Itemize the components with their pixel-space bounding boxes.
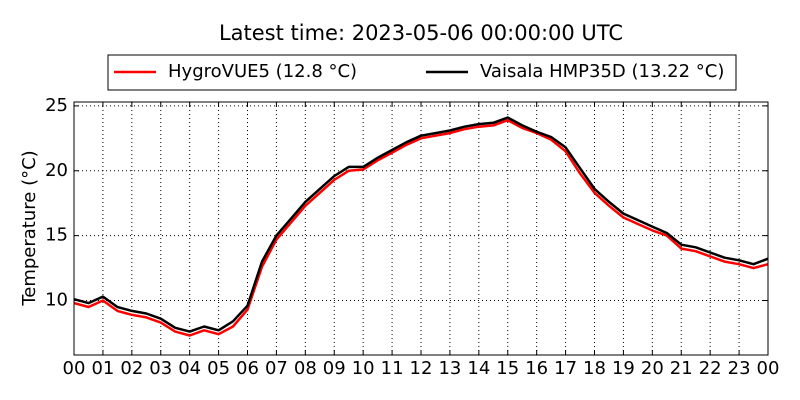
x-tick-label: 04 <box>178 358 201 379</box>
y-tick-label: 20 <box>45 160 68 181</box>
x-tick-label: 02 <box>120 358 143 379</box>
plot-frame <box>73 101 769 356</box>
x-tick-label: 21 <box>670 358 693 379</box>
y-tick-label: 25 <box>45 95 68 116</box>
y-axis-label: Temperature (°C) <box>19 150 40 306</box>
x-tick-label: 09 <box>323 358 346 379</box>
series-line <box>73 118 769 337</box>
x-tick-label: 22 <box>699 358 722 379</box>
x-tick-label: 16 <box>525 358 548 379</box>
x-tick-label: 15 <box>496 358 519 379</box>
y-tick-label: 15 <box>45 225 68 246</box>
x-tick-label: 18 <box>583 358 606 379</box>
x-tick-label: 23 <box>728 358 751 379</box>
x-tick-label: 00 <box>757 358 780 379</box>
x-tick-label: 10 <box>352 358 375 379</box>
series-line <box>73 116 769 333</box>
x-tick-label: 08 <box>294 358 317 379</box>
x-tick-label: 03 <box>149 358 172 379</box>
legend-box <box>107 54 737 91</box>
x-tick-label: 12 <box>410 358 433 379</box>
legend-label: Vaisala HMP35D (13.22 °C) <box>480 61 724 82</box>
chart-title: Latest time: 2023-05-06 00:00:00 UTC <box>219 21 623 45</box>
x-tick-label: 13 <box>438 358 461 379</box>
x-tick-label: 17 <box>554 358 577 379</box>
x-tick-label: 01 <box>91 358 114 379</box>
x-tick-label: 05 <box>207 358 230 379</box>
x-tick-label: 14 <box>467 358 490 379</box>
x-tick-label: 07 <box>265 358 288 379</box>
x-tick-label: 11 <box>381 358 404 379</box>
y-tick-label: 10 <box>45 290 68 311</box>
x-tick-label: 19 <box>612 358 635 379</box>
x-tick-label: 20 <box>641 358 664 379</box>
x-tick-label: 06 <box>236 358 259 379</box>
legend-label: HygroVUE5 (12.8 °C) <box>168 61 357 82</box>
x-tick-label: 00 <box>63 358 86 379</box>
